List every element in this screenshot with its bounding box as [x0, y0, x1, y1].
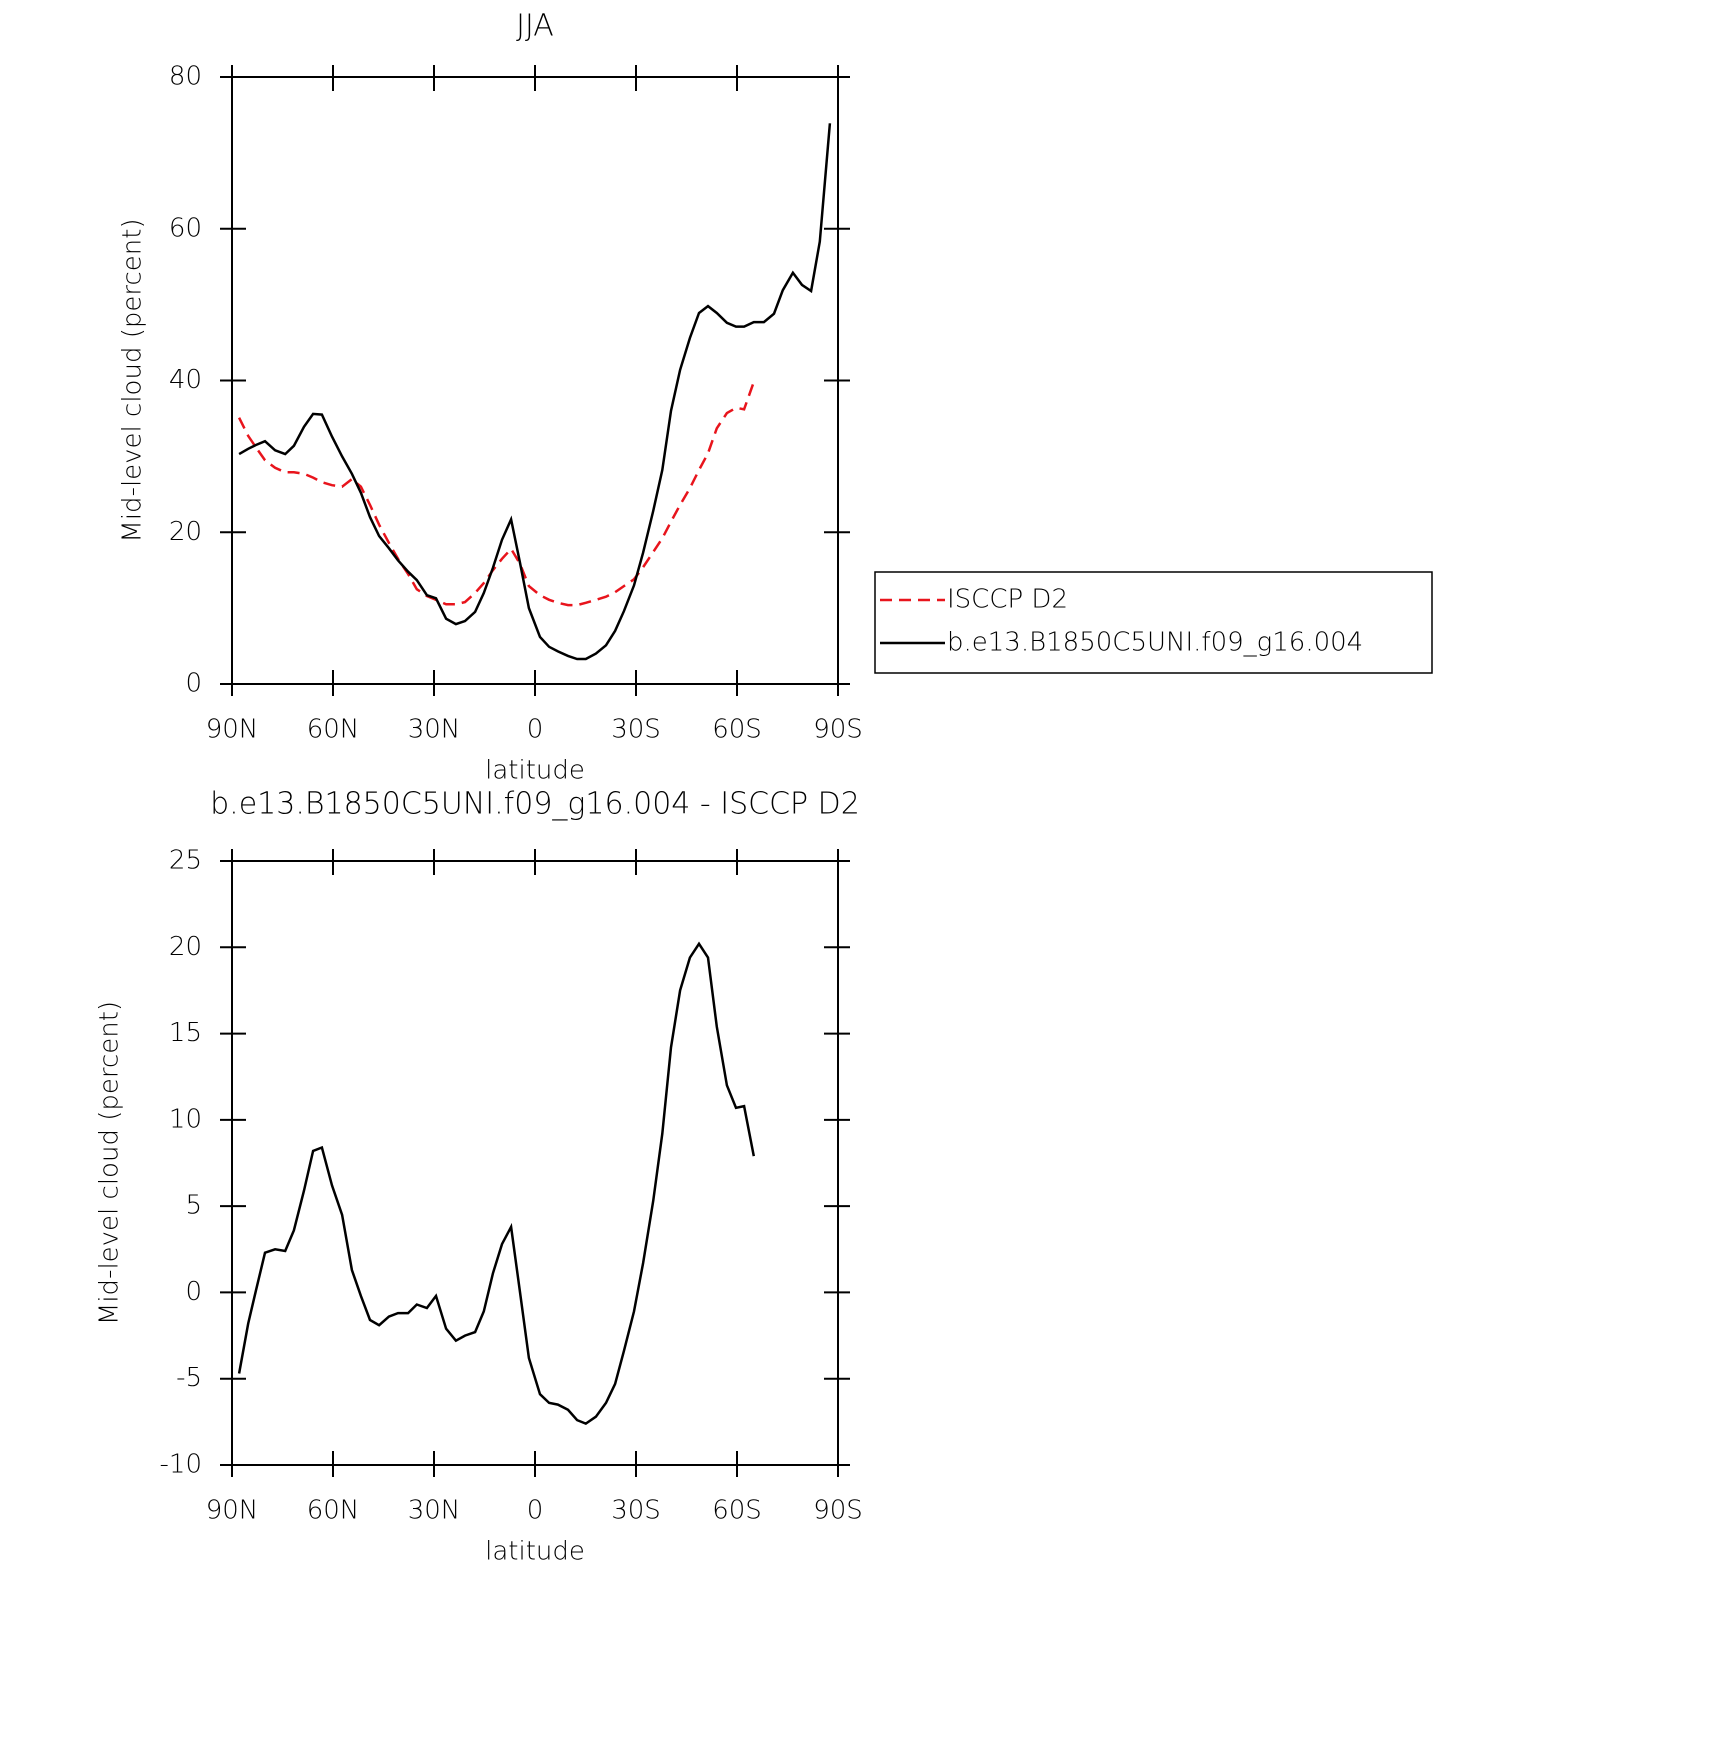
x-axis-label: latitude	[485, 756, 585, 786]
y-tick-label: -10	[160, 1450, 202, 1480]
y-axis-label: Mid-level cloud (percent)	[95, 1001, 125, 1325]
x-tick-label: 90N	[206, 715, 259, 745]
series-line	[238, 123, 832, 661]
series-line	[237, 381, 755, 607]
x-axis-label: latitude	[485, 1537, 585, 1567]
x-tick-label: 0	[527, 1496, 544, 1526]
x-tick-label: 90S	[813, 715, 863, 745]
legend-box	[874, 571, 1433, 674]
x-tick-label: 60S	[712, 715, 762, 745]
x-tick-label: 30N	[408, 715, 461, 745]
x-tick-label: 30N	[408, 1496, 461, 1526]
chart-title: b.e13.B1850C5UNI.f09_g16.004 - ISCCP D2	[210, 787, 860, 822]
y-tick-label: 10	[169, 1104, 202, 1134]
x-tick-label: 0	[527, 715, 544, 745]
x-tick-label: 60N	[307, 715, 360, 745]
x-tick-label: 30S	[611, 715, 661, 745]
y-tick-label: 80	[169, 62, 202, 92]
plot-frame	[231, 860, 839, 1466]
y-tick-label: 20	[169, 932, 202, 962]
chart-title: JJA	[516, 9, 554, 44]
legend-label: ISCCP D2	[947, 585, 1068, 615]
y-tick-label: 40	[169, 365, 202, 395]
plot-frame	[231, 76, 839, 685]
x-tick-label: 90N	[206, 1496, 259, 1526]
legend-label: b.e13.B1850C5UNI.f09_g16.004	[947, 628, 1363, 658]
x-tick-label: 60N	[307, 1496, 360, 1526]
y-tick-label: 0	[185, 1277, 202, 1307]
y-tick-label: 20	[169, 517, 202, 547]
y-tick-label: 15	[169, 1018, 202, 1048]
y-tick-label: 25	[169, 846, 202, 876]
y-tick-label: 0	[185, 669, 202, 699]
x-tick-label: 60S	[712, 1496, 762, 1526]
x-tick-label: 30S	[611, 1496, 661, 1526]
y-tick-label: -5	[176, 1363, 202, 1393]
y-tick-label: 5	[185, 1191, 202, 1221]
y-axis-label: Mid-level cloud (percent)	[118, 218, 148, 542]
x-tick-label: 90S	[813, 1496, 863, 1526]
series-line	[237, 941, 756, 1426]
y-tick-label: 60	[169, 213, 202, 243]
